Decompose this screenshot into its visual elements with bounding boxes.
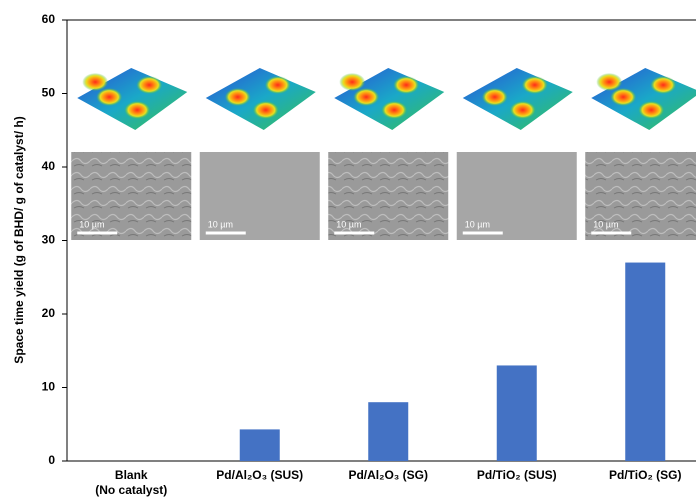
surface-plot (206, 68, 316, 130)
surface-peak (225, 88, 251, 106)
inset: 10 µm (200, 68, 320, 240)
x-tick-label: Pd/TiO₂ (SG) (609, 468, 681, 482)
y-tick-label: 60 (42, 12, 56, 26)
bar (240, 429, 280, 461)
surface-peak (522, 76, 548, 94)
scale-bar-label: 10 µm (208, 219, 233, 229)
surface-plot (463, 68, 573, 130)
scale-bar-label: 10 µm (465, 219, 490, 229)
x-tick-label: Blank(No catalyst) (95, 468, 167, 497)
surface-peak (393, 76, 419, 94)
y-tick-label: 10 (42, 380, 56, 394)
y-tick-label: 30 (42, 233, 56, 247)
chart: Space time yield (g of BHD/ g of catalys… (0, 0, 696, 498)
surface-peak (353, 88, 379, 106)
y-tick-label: 40 (42, 159, 56, 173)
surface-peak (596, 73, 622, 91)
surface-peak (510, 101, 536, 119)
bar (625, 263, 665, 461)
y-tick-label: 50 (42, 86, 56, 100)
surface-peak (124, 101, 150, 119)
bar (497, 365, 537, 461)
inset: 10 µm (328, 68, 448, 240)
y-axis-label: Space time yield (g of BHD/ g of catalys… (12, 116, 26, 363)
inset: 10 µm (585, 68, 696, 240)
surface-peak (253, 101, 279, 119)
inset: 10 µm (71, 68, 191, 240)
y-tick-label: 20 (42, 306, 56, 320)
surface-peak (339, 73, 365, 91)
x-tick-label: Pd/TiO₂ (SUS) (477, 468, 557, 482)
y-tick-label: 0 (48, 453, 55, 467)
surface-peak (82, 73, 108, 91)
x-tick-label: Pd/Al₂O₃ (SUS) (216, 468, 303, 482)
surface-peak (136, 76, 162, 94)
surface-peak (610, 88, 636, 106)
bar (368, 402, 408, 461)
surface-peak (650, 76, 676, 94)
surface-peak (96, 88, 122, 106)
scale-bar-label: 10 µm (79, 219, 104, 229)
surface-peak (482, 88, 508, 106)
surface-peak (381, 101, 407, 119)
x-tick-label: Pd/Al₂O₃ (SG) (348, 468, 428, 482)
inset: 10 µm (457, 68, 577, 240)
scale-bar-label: 10 µm (336, 219, 361, 229)
scale-bar-label: 10 µm (593, 219, 618, 229)
surface-peak (265, 76, 291, 94)
surface-peak (638, 101, 664, 119)
